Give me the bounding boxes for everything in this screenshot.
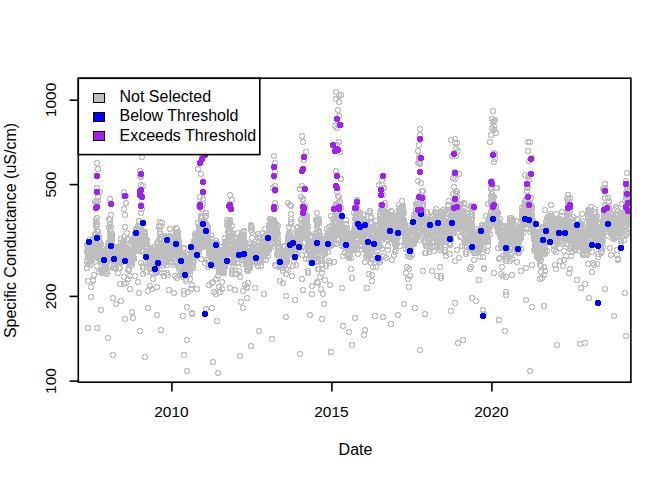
svg-text:Date: Date — [339, 441, 373, 458]
svg-text:200: 200 — [42, 283, 59, 309]
svg-text:500: 500 — [42, 171, 59, 197]
svg-text:Specific Conductance (uS/cm): Specific Conductance (uS/cm) — [2, 123, 19, 338]
svg-text:2015: 2015 — [314, 403, 348, 420]
svg-text:2010: 2010 — [154, 403, 189, 420]
svg-text:2020: 2020 — [474, 403, 509, 420]
svg-text:Not Selected: Not Selected — [120, 88, 212, 105]
svg-text:1000: 1000 — [42, 82, 59, 117]
svg-text:100: 100 — [42, 368, 59, 394]
svg-text:Below Threshold: Below Threshold — [120, 107, 239, 124]
svg-text:Exceeds Threshold: Exceeds Threshold — [120, 127, 257, 144]
